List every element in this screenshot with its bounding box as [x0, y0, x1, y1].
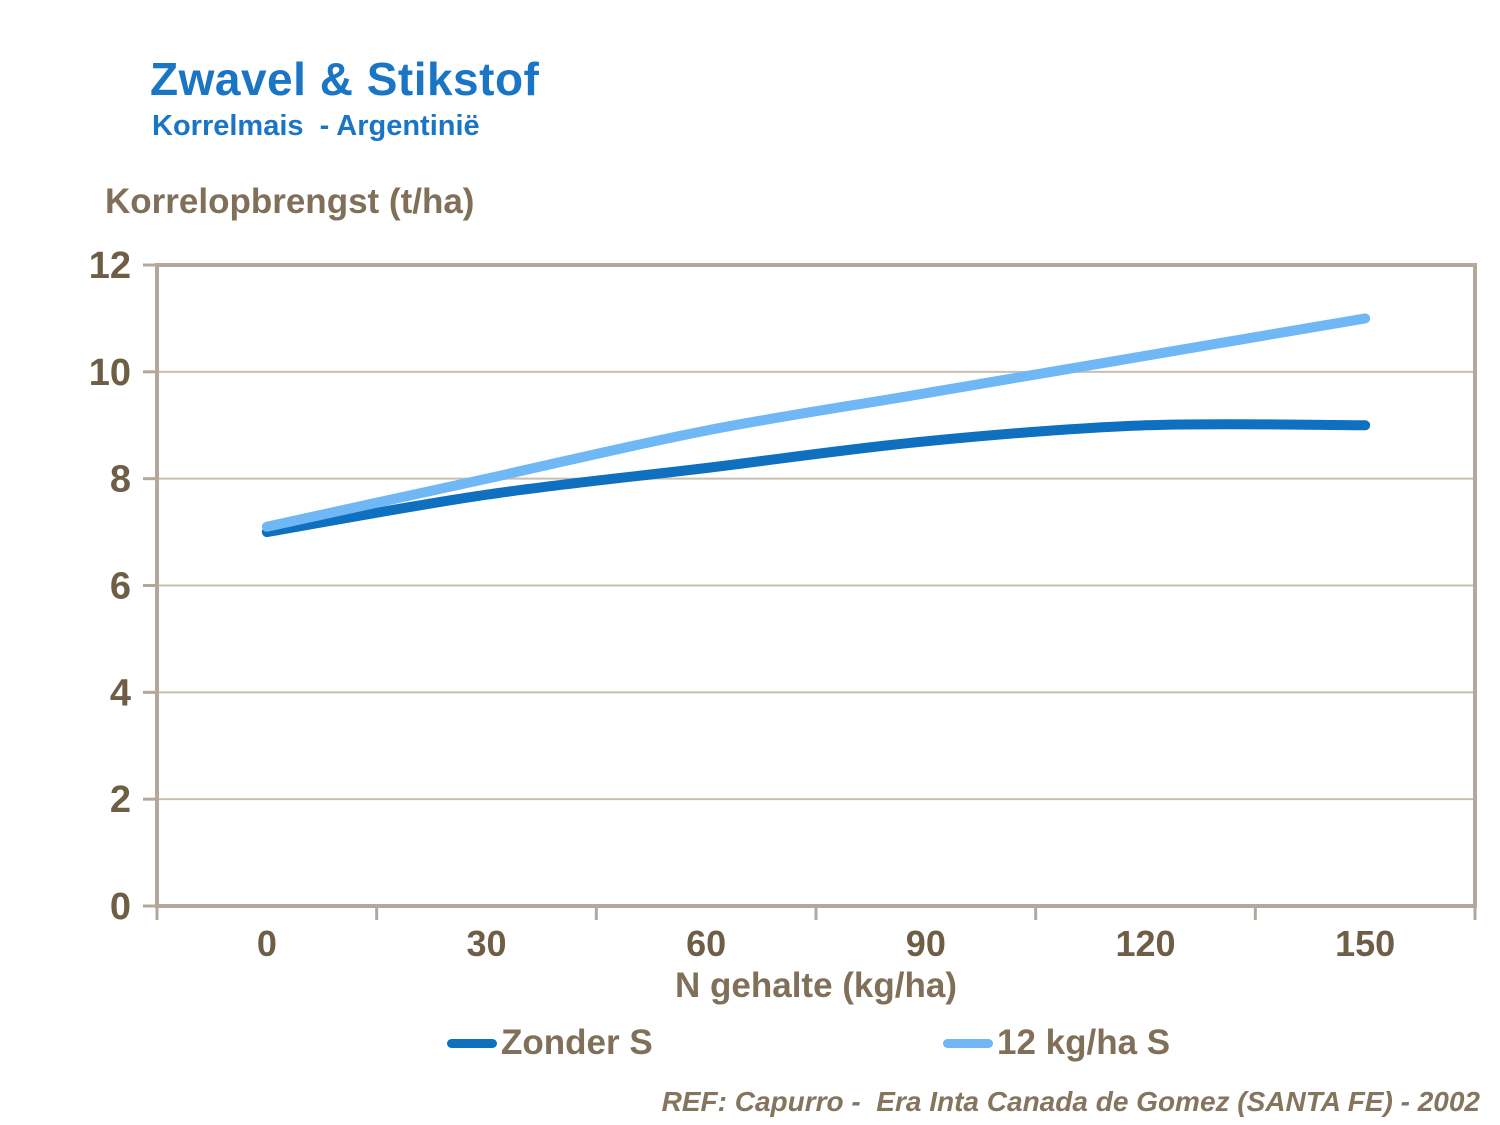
- y-tick-label: 8: [110, 459, 131, 501]
- legend-line-swatch: [447, 1038, 497, 1048]
- x-tick-label: 120: [1115, 923, 1175, 964]
- x-tick-label: 30: [466, 923, 506, 964]
- reference-footer: REF: Capurro - Era Inta Canada de Gomez …: [661, 1086, 1480, 1117]
- x-axis-title: N gehalte (kg/ha): [675, 966, 957, 1005]
- y-tick-label: 0: [110, 886, 131, 928]
- page-subtitle: Korrelmais - Argentinië: [152, 110, 480, 142]
- series-line-zonder-s: [261, 419, 1371, 538]
- y-tick-label: 2: [110, 779, 131, 821]
- legend-item-zonder-s: Zonder S: [447, 1022, 653, 1064]
- x-tick-label: 90: [906, 923, 946, 964]
- y-tick-label: 4: [110, 672, 131, 714]
- x-tick-label: 0: [257, 923, 277, 964]
- x-tick-label: 150: [1335, 923, 1395, 964]
- x-tick-label: 60: [686, 923, 726, 964]
- y-tick-label: 6: [110, 566, 131, 608]
- legend-item-12kgha-s: 12 kg/ha S: [943, 1022, 1170, 1064]
- legend-line-swatch: [943, 1038, 993, 1048]
- y-tick-label: 12: [89, 245, 131, 287]
- y-tick-label: 10: [89, 352, 131, 394]
- page-title: Zwavel & Stikstof: [150, 53, 540, 105]
- legend-label: Zonder S: [501, 1023, 653, 1062]
- y-axis-title: Korrelopbrengst (t/ha): [105, 182, 475, 221]
- series-line-12-kg-ha-s: [261, 313, 1371, 532]
- legend-label: 12 kg/ha S: [997, 1023, 1171, 1062]
